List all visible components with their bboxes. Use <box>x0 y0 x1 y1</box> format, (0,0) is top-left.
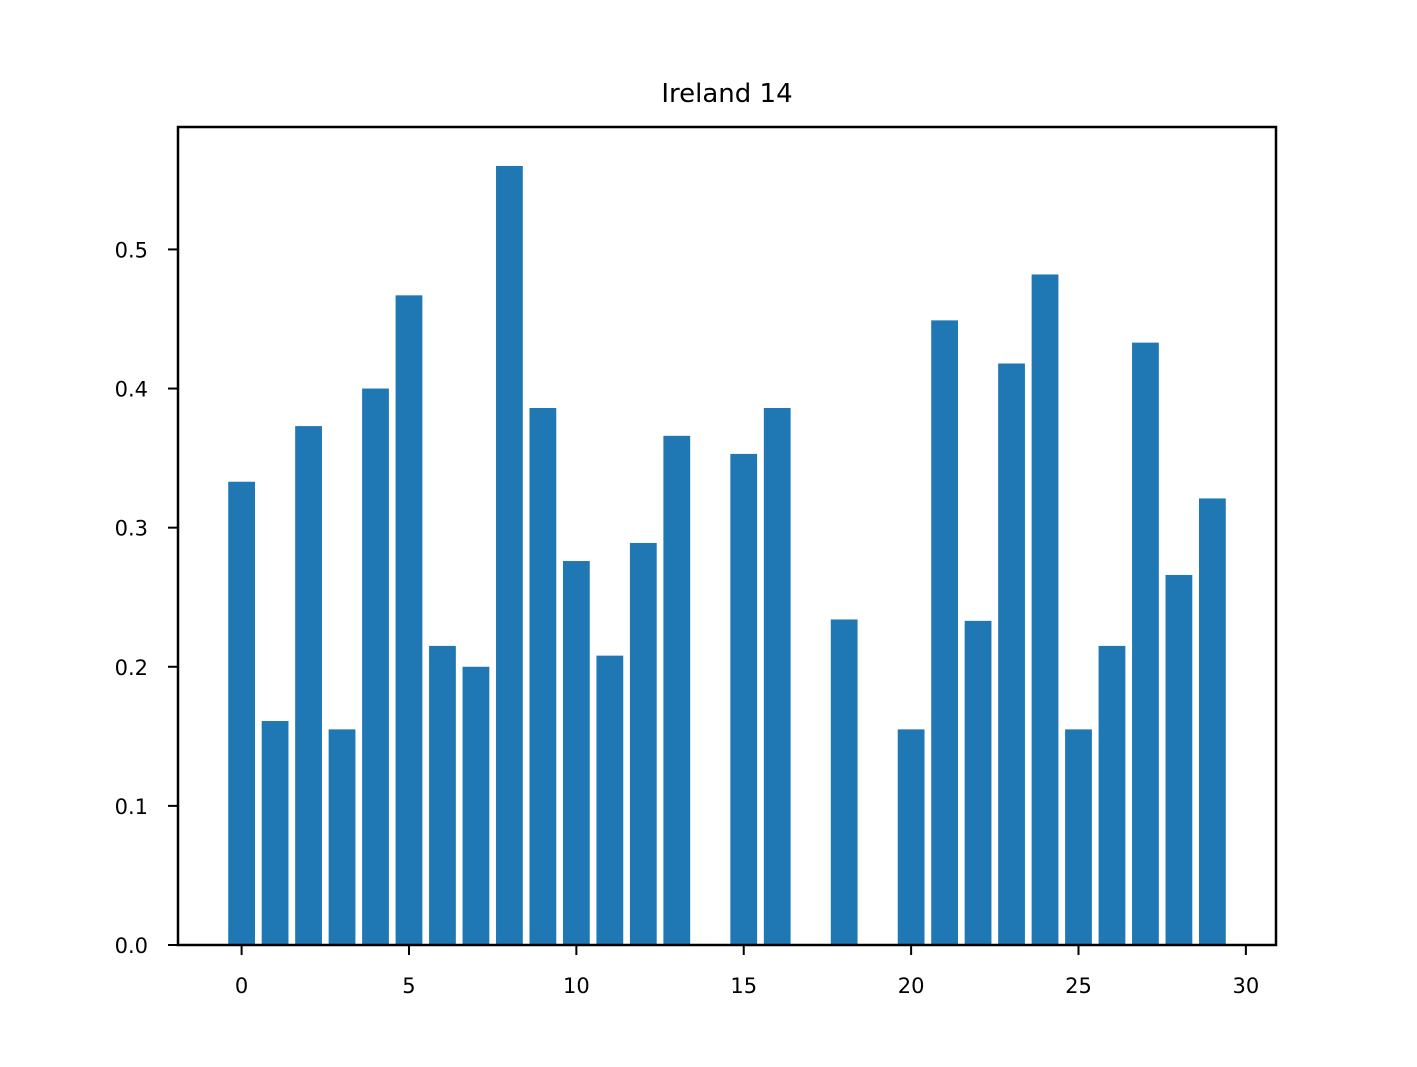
bar-28 <box>1165 574 1193 945</box>
bar-8 <box>496 165 523 945</box>
bar-2 <box>295 426 322 945</box>
bar-4 <box>362 388 389 945</box>
bar-15 <box>730 453 758 945</box>
bar-18 <box>830 619 858 945</box>
x-tick-label: 20 <box>898 974 925 998</box>
y-tick-label: 0.2 <box>115 656 148 680</box>
x-tick-label: 0 <box>235 974 248 998</box>
x-tick-label: 5 <box>402 974 415 998</box>
bar-22 <box>964 620 992 945</box>
x-tick-label: 15 <box>730 974 757 998</box>
chart-title: Ireland 14 <box>661 79 792 109</box>
bar-11 <box>596 655 624 945</box>
x-axis: 0 5 10 15 20 25 30 <box>235 945 1259 998</box>
plot-frame <box>176 125 1278 947</box>
y-tick-label: 0.1 <box>115 795 148 819</box>
bar-29 <box>1199 498 1226 945</box>
bar-13 <box>663 435 691 945</box>
y-tick-label: 0.3 <box>115 517 148 541</box>
bar-6 <box>429 645 456 945</box>
bar-5 <box>395 295 423 945</box>
bar-10 <box>562 561 590 945</box>
y-tick-label: 0.4 <box>115 378 148 402</box>
bar-0 <box>228 481 255 945</box>
bar-25 <box>1065 729 1092 945</box>
bar-27 <box>1132 342 1159 945</box>
y-tick-label: 0.5 <box>115 238 148 262</box>
bar-21 <box>931 320 958 946</box>
x-tick-label: 25 <box>1065 974 1092 998</box>
bar-3 <box>328 729 356 945</box>
bar-26 <box>1098 645 1126 945</box>
bar-7 <box>462 666 490 945</box>
y-tick-label: 0.0 <box>115 934 148 958</box>
x-tick-label: 30 <box>1233 974 1260 998</box>
bars <box>228 165 1226 946</box>
bar-16 <box>763 408 791 945</box>
x-tick-label: 10 <box>563 974 590 998</box>
y-axis: 0.0 0.1 0.2 0.3 0.4 0.5 <box>115 238 178 958</box>
bar-12 <box>629 542 657 945</box>
bar-23 <box>998 363 1025 946</box>
bar-1 <box>261 721 289 945</box>
bar-20 <box>897 729 925 945</box>
bar-9 <box>529 408 557 945</box>
bar-24 <box>1031 274 1059 945</box>
